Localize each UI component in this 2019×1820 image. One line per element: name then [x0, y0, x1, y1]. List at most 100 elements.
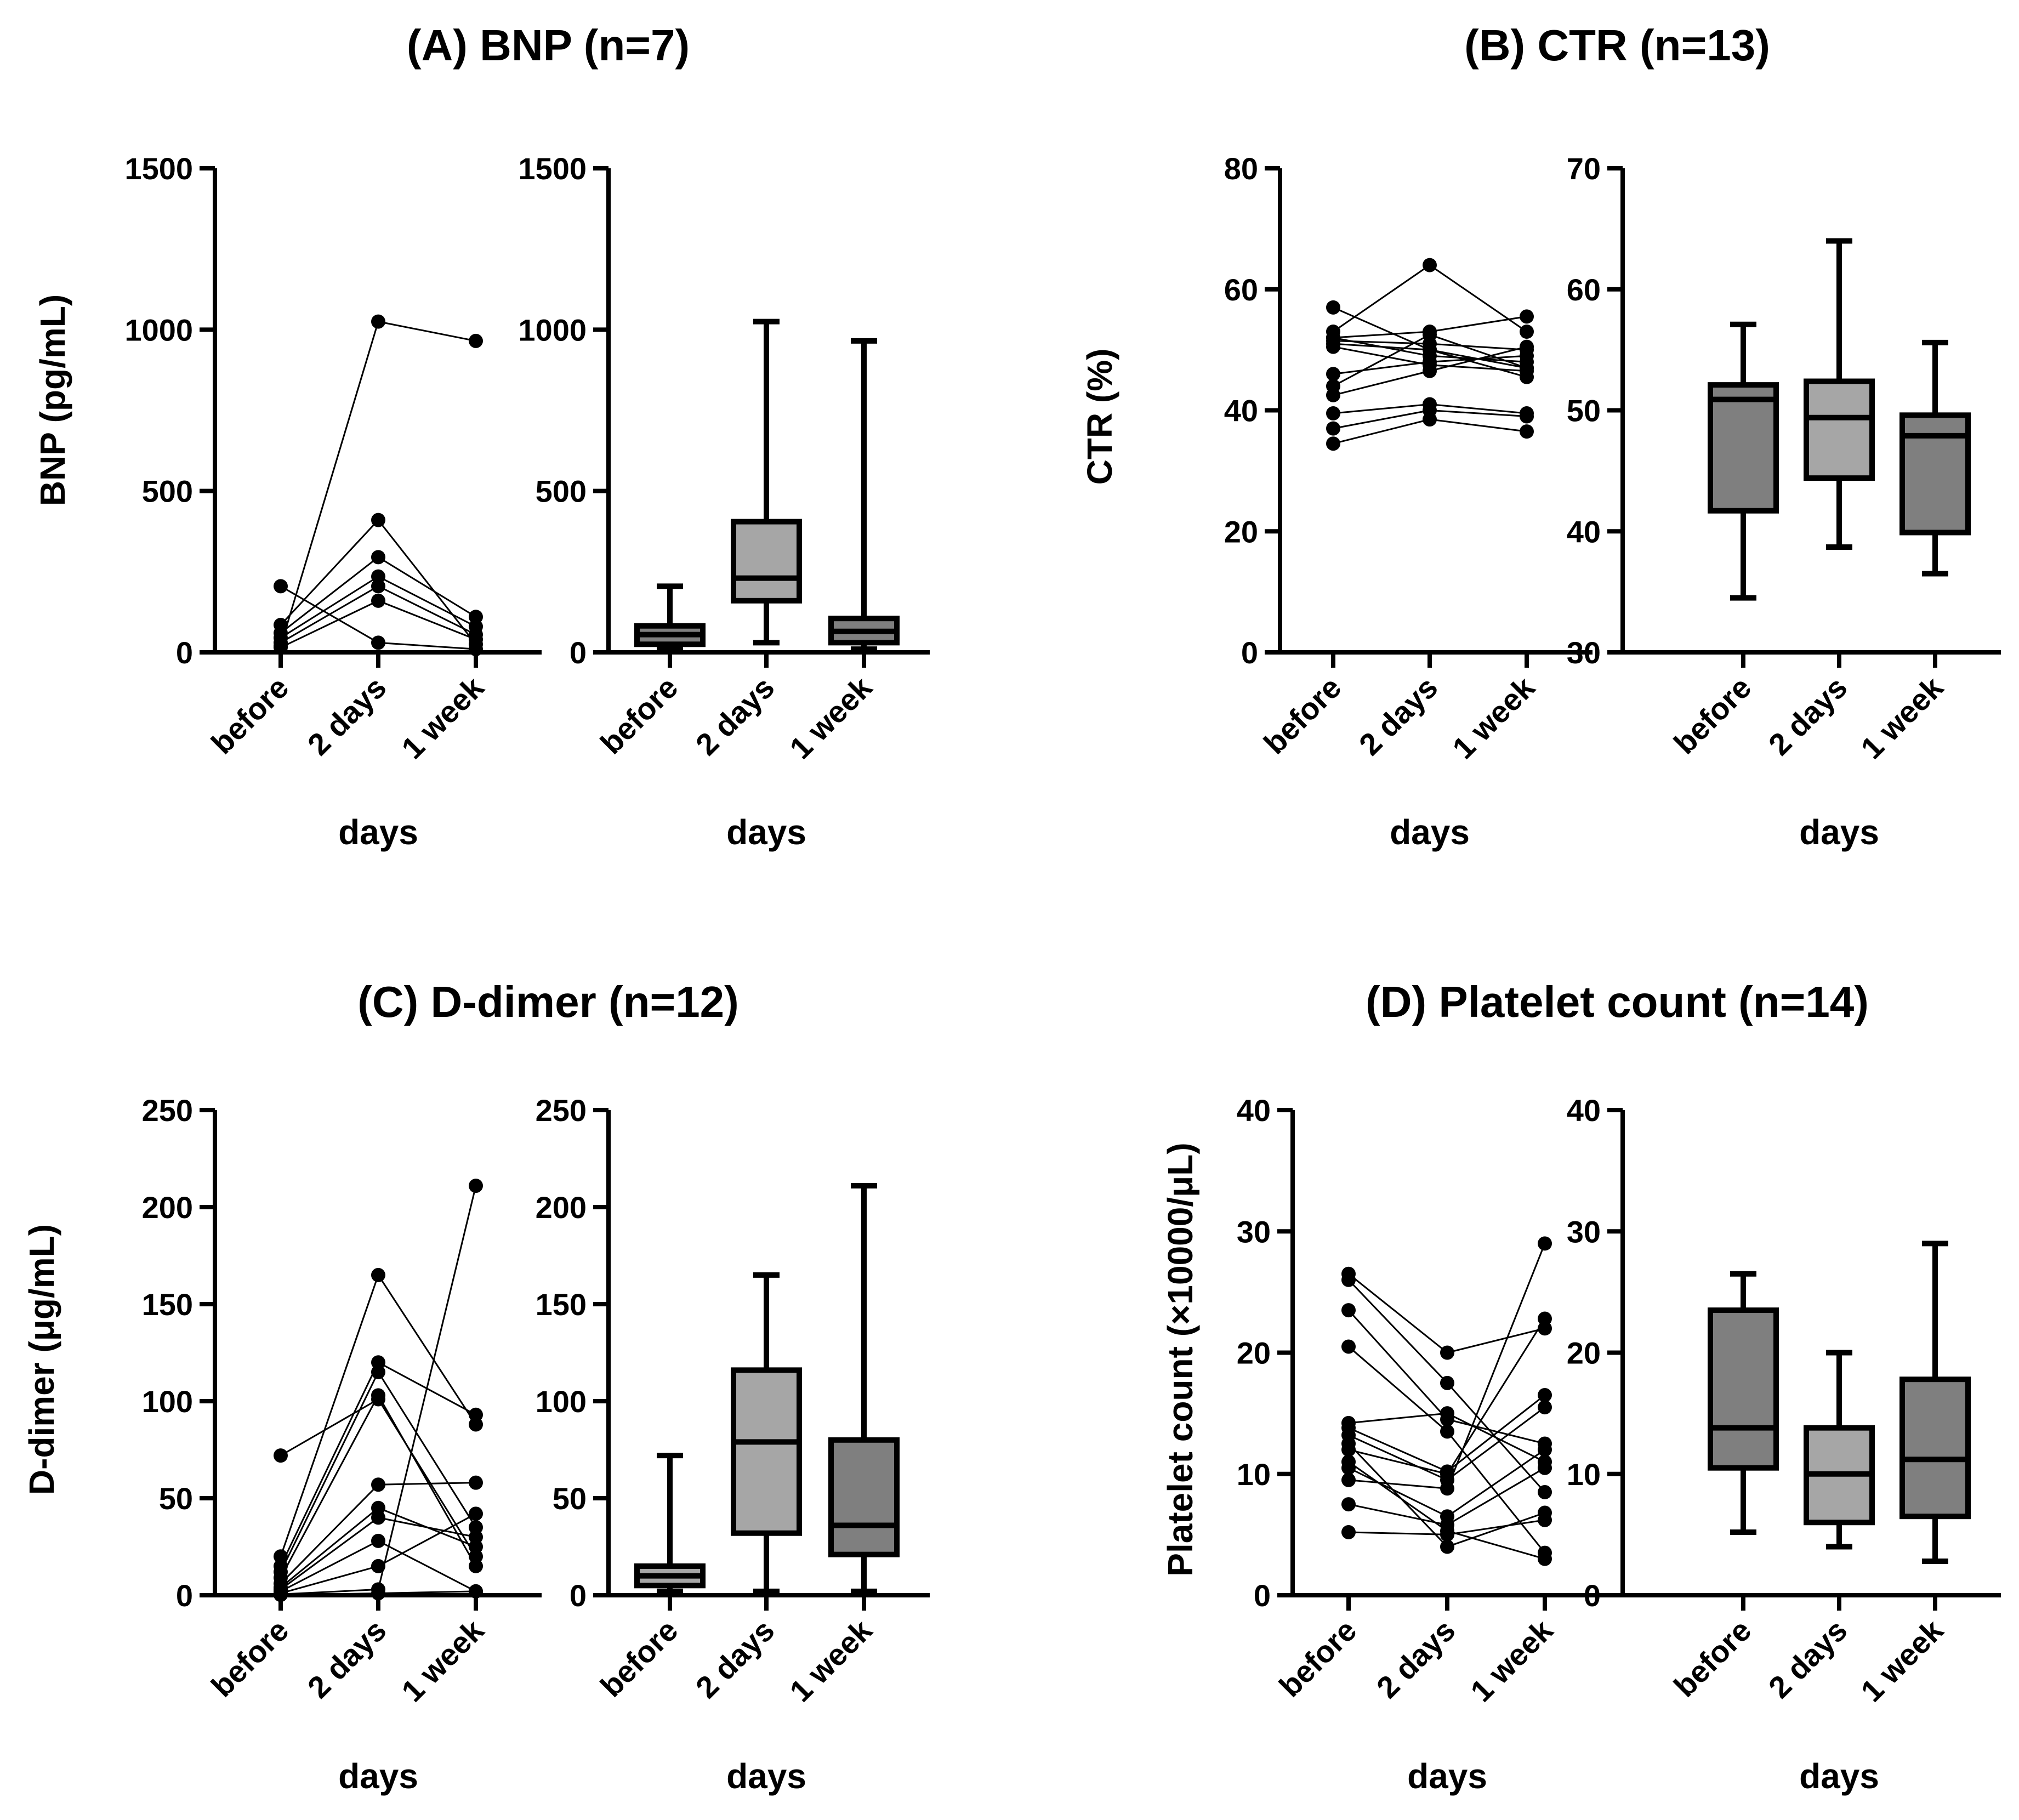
- panel-b-line-y-tick-label: 80: [1224, 151, 1258, 186]
- panel-c-line-data-point: [469, 1529, 483, 1544]
- panel-d-box-box: [1708, 1307, 1779, 1471]
- panel-c-line-data-point: [274, 1588, 288, 1602]
- panel-b-line-y-tick-label: 40: [1224, 394, 1258, 428]
- panel-d-line-data-point: [1341, 1525, 1356, 1539]
- panel-b-line-data-point: [1520, 409, 1534, 424]
- panel-d-line-data-point: [1440, 1539, 1454, 1554]
- panel-a-line-x-tick-label: before: [204, 670, 295, 761]
- panel-b-box-box: [1708, 382, 1779, 514]
- panel-d-title: (D) Platelet count (n=14): [1366, 977, 1869, 1026]
- panel-d-line-data-point: [1341, 1454, 1356, 1469]
- panel-c-line-y-tick-label: 100: [142, 1384, 193, 1419]
- panel-d-box-y-tick-label: 0: [1584, 1578, 1601, 1613]
- panel-d-line-data-point: [1341, 1339, 1356, 1354]
- panel-a-line-data-point: [274, 640, 288, 655]
- panel-a-line-data-point: [469, 333, 483, 348]
- panel-c-line-data-point: [371, 1477, 385, 1492]
- panel-d-line-series-line: [1348, 1273, 1545, 1354]
- panel-c-box-y-tick-label: 0: [570, 1578, 587, 1613]
- panel-d-box-box: [1899, 1377, 1971, 1520]
- panel-b-box-box: [1804, 378, 1875, 481]
- panel-b-line-data-point: [1326, 421, 1340, 436]
- panel-d-line-data-point: [1538, 1442, 1552, 1457]
- panel-b: (B) CTR (n=13) CTR (%) days days 0 20 40 60…: [1080, 21, 2001, 852]
- panel-d-box-x-tick-label: 2 days: [1762, 1613, 1854, 1705]
- panel-c-line-data-point: [371, 1364, 385, 1379]
- panel-b-line-data-point: [1326, 339, 1340, 354]
- panel-b-box-y-tick-label: 70: [1567, 151, 1601, 186]
- panel-a-ylabel: BNP (pg/mL): [33, 294, 72, 506]
- panel-b-line-x-tick-label: 1 week: [1446, 669, 1542, 765]
- panel-a-line-plot: 0 500 1000 1500 before 2 days 1 week: [124, 151, 542, 765]
- panel-a-line-x-tick-label: 1 week: [395, 669, 491, 765]
- panel-d-line-data-point: [1341, 1497, 1356, 1512]
- panel-c-box-xlabel: days: [726, 1756, 806, 1796]
- panel-d-line-data-point: [1341, 1272, 1356, 1287]
- panel-d-line-data-point: [1538, 1485, 1552, 1499]
- panel-b-line-data-point: [1423, 258, 1437, 272]
- panel-a-line-y-tick-label: 1000: [124, 312, 193, 347]
- panel-d-line-y-tick-label: 10: [1237, 1457, 1271, 1492]
- panel-c-line-y-tick-label: 200: [142, 1190, 193, 1225]
- panel-a-line-data-point: [371, 513, 385, 527]
- panel-c-line-data-point: [371, 1388, 385, 1403]
- panel-b-line-data-point: [1326, 406, 1340, 421]
- panel-a-title: (A) BNP (n=7): [407, 21, 690, 70]
- panel-b-box-x-tick-label: 1 week: [1854, 669, 1950, 765]
- panel-b-box-x-tick-label: before: [1667, 670, 1758, 761]
- panel-b-line-data-point: [1423, 327, 1437, 342]
- panel-b-line-data-point: [1520, 309, 1534, 324]
- panel-a-box-x-tick-label: before: [594, 670, 685, 761]
- panel-d-line-data-point: [1440, 1345, 1454, 1360]
- panel-c-line-data-point: [469, 1584, 483, 1599]
- panel-a-box-y-tick-label: 500: [536, 474, 587, 509]
- panel-d-box-x-tick-label: before: [1667, 1613, 1758, 1704]
- panel-a-line-data-point: [371, 579, 385, 594]
- panel-d-line-data-point: [1341, 1303, 1356, 1318]
- panel-b-line-data-point: [1520, 339, 1534, 354]
- panel-d-line-data-point: [1538, 1505, 1552, 1520]
- panel-d-line-data-point: [1440, 1481, 1454, 1496]
- panel-d-line-data-point: [1538, 1236, 1552, 1251]
- panel-c-line-x-tick-label: 2 days: [301, 1613, 393, 1705]
- panel-c-box-y-tick-label: 50: [553, 1481, 587, 1516]
- panel-b-line-x-tick-label: 2 days: [1352, 670, 1444, 762]
- panel-b-line-data-point: [1326, 300, 1340, 315]
- panel-d-line-y-tick-label: 30: [1237, 1214, 1271, 1249]
- panel-b-ylabel: CTR (%): [1080, 349, 1119, 485]
- panel-d-line-data-point: [1440, 1406, 1454, 1421]
- panel-c-line-data-point: [469, 1506, 483, 1521]
- panel-c-box-y-tick-label: 200: [536, 1190, 587, 1225]
- panel-d-line-data-point: [1538, 1400, 1552, 1415]
- panel-c-line-y-tick-label: 0: [176, 1578, 193, 1613]
- panel-b-box-xlabel: days: [1799, 812, 1879, 852]
- panel-b-box-y-tick-label: 30: [1567, 635, 1601, 670]
- panel-d-line-data-point: [1538, 1460, 1552, 1475]
- panel-d: (D) Platelet count (n=14) Platelet count…: [1161, 977, 2001, 1796]
- panel-a-box-y-tick-label: 1000: [518, 312, 587, 347]
- panel-c-line-data-point: [274, 1448, 288, 1463]
- panel-a-box-y-tick-label: 0: [570, 635, 587, 670]
- panel-c: (C) D-dimer (n=12) D-dimer (μg/mL) days …: [22, 977, 930, 1796]
- panel-c-line-data-point: [469, 1559, 483, 1573]
- panel-c-line-plot: 0 50 100 150 200 250 before 2 days 1 week: [142, 1093, 542, 1708]
- panel-c-box-x-tick-label: before: [594, 1613, 685, 1704]
- panel-d-line-data-point: [1440, 1375, 1454, 1390]
- panel-d-box-y-tick-label: 10: [1567, 1457, 1601, 1492]
- panel-c-line-data-point: [469, 1407, 483, 1422]
- panel-c-line-y-tick-label: 150: [142, 1287, 193, 1322]
- panel-b-line-data-point: [1326, 388, 1340, 402]
- panel-a-box-y-tick-label: 1500: [518, 151, 587, 186]
- panel-d-box-y-tick-label: 30: [1567, 1214, 1601, 1249]
- panel-a-box-x-tick-label: 2 days: [689, 670, 781, 762]
- panel-a: (A) BNP (n=7) BNP (pg/mL) days days 0 500…: [33, 21, 930, 852]
- panel-c-box-box: [731, 1367, 802, 1536]
- panel-a-line-data-point: [274, 579, 288, 594]
- panel-a-line-data-point: [371, 635, 385, 650]
- panel-d-line-x-tick-label: 1 week: [1464, 1612, 1560, 1708]
- panel-d-line-y-tick-label: 20: [1237, 1336, 1271, 1370]
- panel-b-line-data-point: [1520, 424, 1534, 439]
- panel-d-line-plot: 0 10 20 30 40 before 2 days 1 week: [1237, 1093, 1611, 1708]
- panel-c-line-data-point: [371, 1586, 385, 1601]
